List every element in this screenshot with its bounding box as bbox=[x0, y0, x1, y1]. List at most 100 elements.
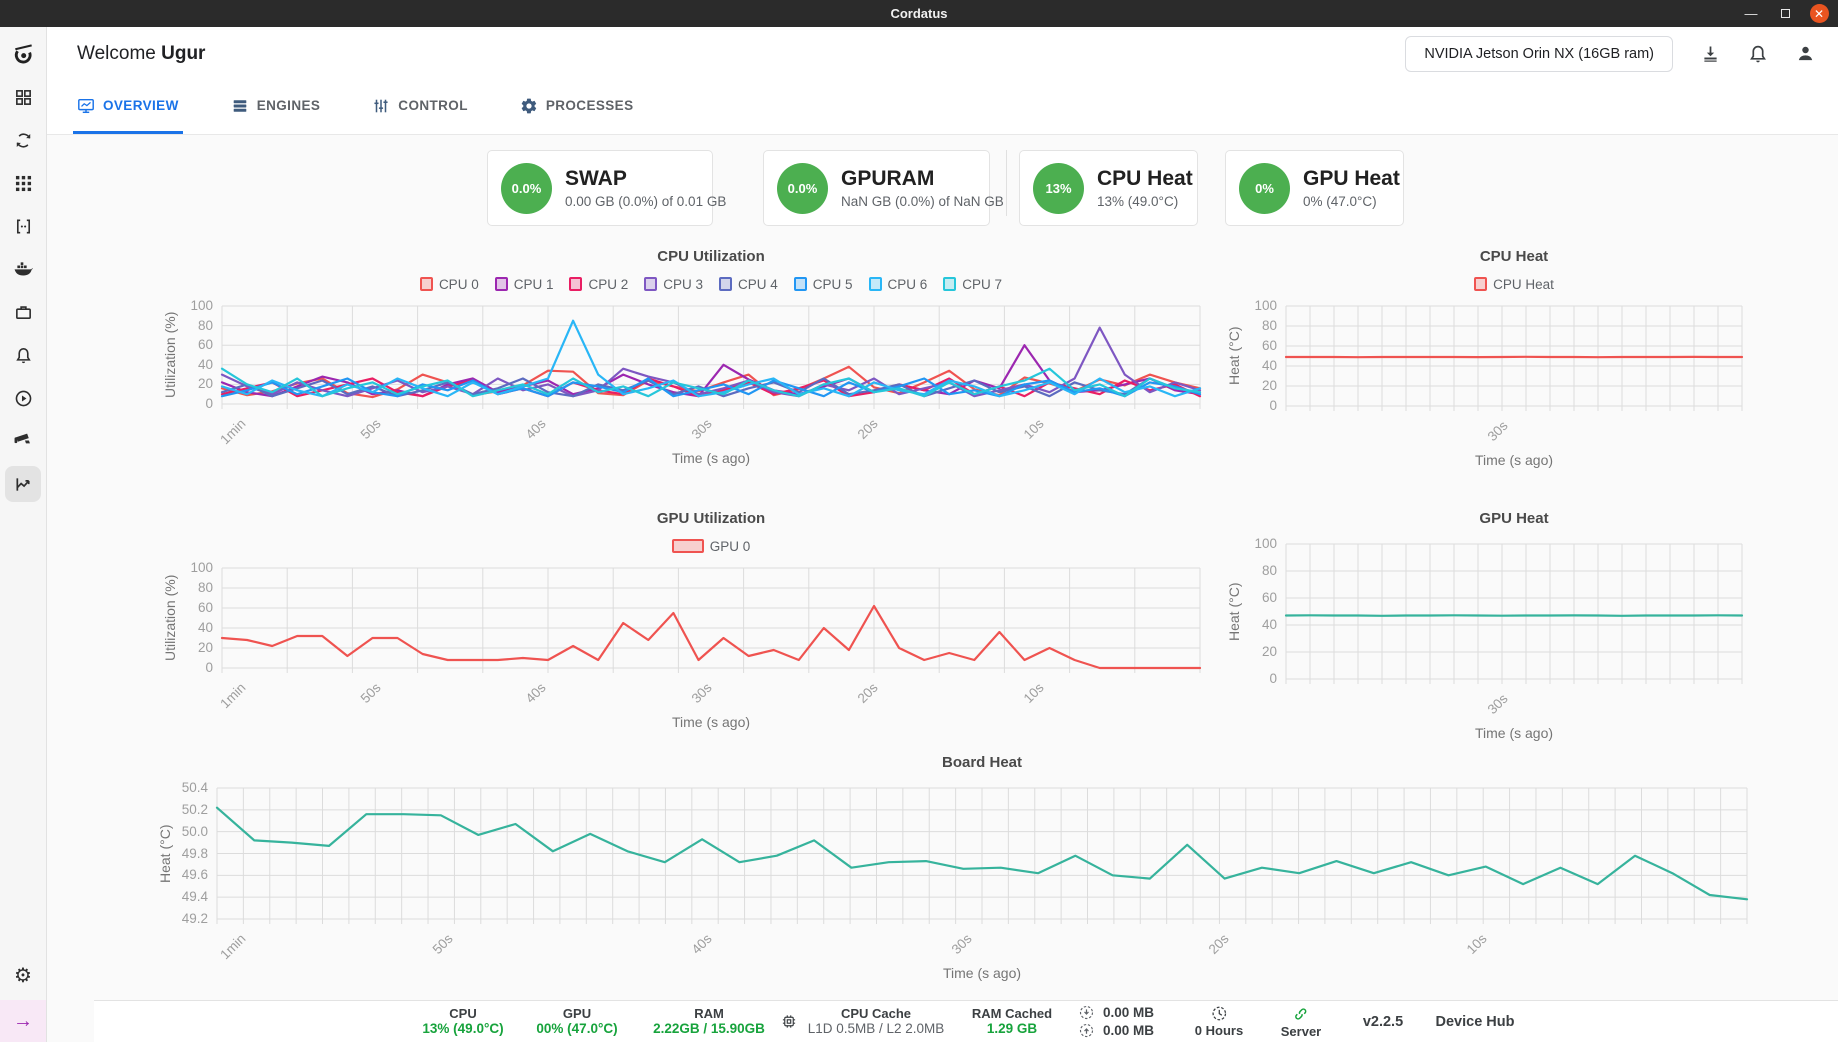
arrow-right-icon: → bbox=[13, 1009, 33, 1032]
device-selector[interactable]: NVIDIA Jetson Orin NX (16GB ram) bbox=[1405, 35, 1673, 72]
y-tick-label: 80 bbox=[197, 580, 213, 595]
sync-icon[interactable] bbox=[5, 127, 41, 153]
swap-badge: 0.0% bbox=[501, 162, 552, 214]
plot-area: 0 20 40 60 80 100 30s bbox=[1254, 536, 1744, 717]
plot-area: 0 20 40 60 80 100 1min 50s 40s 30s 20s 10s bbox=[190, 298, 1202, 447]
legend-swatch bbox=[644, 277, 658, 291]
x-tick-label: 30s bbox=[948, 931, 975, 958]
legend-label: CPU 1 bbox=[513, 276, 554, 292]
gpuram-badge: 0.0% bbox=[777, 162, 828, 214]
account-person-icon[interactable] bbox=[1795, 43, 1816, 64]
analytics-icon[interactable] bbox=[5, 466, 41, 502]
window-close-button[interactable]: ✕ bbox=[1804, 0, 1834, 27]
welcome-text: Welcome Ugur bbox=[77, 43, 205, 65]
uptime-value: 0 Hours bbox=[1194, 1023, 1244, 1038]
notifications-bell-icon[interactable] bbox=[1748, 44, 1768, 64]
jobs-briefcase-icon[interactable] bbox=[5, 299, 41, 325]
legend-label: GPU 0 bbox=[709, 538, 751, 554]
tab-processes[interactable]: PROCESSES bbox=[516, 80, 638, 134]
legend-item[interactable]: CPU 6 bbox=[868, 277, 927, 292]
status-version: v2.2.5 bbox=[1363, 1001, 1403, 1042]
cpu-heat-chart: CPU Heat CPU Heat Heat (°C) 0 20 40 60 80 100… bbox=[1224, 248, 1744, 468]
y-tick-label: 60 bbox=[1261, 590, 1277, 605]
window-minimize-button[interactable]: — bbox=[1744, 6, 1758, 21]
legend-item[interactable]: CPU Heat bbox=[1474, 277, 1554, 292]
x-tick-label: 1min bbox=[216, 680, 249, 712]
legend-item[interactable]: CPU 5 bbox=[793, 277, 853, 292]
camera-icon[interactable] bbox=[5, 428, 41, 454]
window-maximize-button[interactable] bbox=[1770, 0, 1800, 27]
x-tick-label: 30s bbox=[1484, 691, 1511, 718]
expand-arrow-button[interactable]: → bbox=[0, 1000, 46, 1042]
card-title: CPU Heat bbox=[1097, 166, 1193, 190]
dashboard-icon[interactable] bbox=[5, 84, 41, 110]
notifications-bell-icon[interactable] bbox=[5, 342, 41, 368]
y-tick-label: 50.0 bbox=[181, 823, 208, 839]
settings-gear-icon[interactable]: ⚙ bbox=[14, 964, 32, 987]
chart-title: GPU Utilization bbox=[656, 510, 766, 527]
legend-swatch bbox=[494, 277, 508, 291]
legend-item[interactable]: GPU 0 bbox=[671, 538, 751, 554]
legend-item[interactable]: CPU 1 bbox=[494, 276, 554, 292]
y-tick-label: 100 bbox=[1254, 536, 1277, 551]
y-tick-label: 40 bbox=[1261, 617, 1277, 632]
monitor-chart-icon bbox=[77, 97, 95, 115]
x-tick-label: 40s bbox=[522, 416, 549, 443]
status-label: RAM Cached bbox=[971, 1006, 1053, 1021]
y-tick-label: 0 bbox=[1269, 671, 1277, 686]
y-tick-label: 60 bbox=[1261, 338, 1277, 353]
gpu-utilization-chart: GPU Utilization GPU 0 Utilization (%) 0 2… bbox=[160, 510, 1202, 730]
apps-grid-icon[interactable] bbox=[5, 170, 41, 196]
tab-overview[interactable]: OVERVIEW bbox=[73, 80, 183, 134]
download-icon[interactable] bbox=[1700, 43, 1721, 64]
legend-label: CPU Heat bbox=[1493, 276, 1554, 292]
status-ram: RAM 2.22GB / 15.90GB bbox=[653, 1001, 765, 1042]
upload-circle-icon bbox=[1079, 1023, 1094, 1038]
status-network: 0.00 MB 0.00 MB bbox=[1079, 1001, 1154, 1042]
x-axis-label: Time (s ago) bbox=[671, 714, 751, 730]
legend-item[interactable]: CPU 7 bbox=[943, 277, 1002, 292]
main-area: Welcome Ugur NVIDIA Jetson Orin NX (16GB… bbox=[47, 27, 1838, 1042]
code-brackets-icon[interactable] bbox=[5, 213, 41, 239]
legend-item[interactable]: CPU 0 bbox=[419, 277, 479, 292]
gpu-heat-badge: 0% bbox=[1239, 162, 1290, 214]
y-tick-label: 49.6 bbox=[181, 867, 208, 883]
card-subtitle: 13% (49.0°C) bbox=[1097, 194, 1179, 210]
legend-swatch bbox=[943, 277, 957, 291]
status-value: 2.22GB / 15.90GB bbox=[653, 1021, 765, 1036]
card-title: SWAP bbox=[565, 166, 627, 190]
status-server[interactable]: Server bbox=[1281, 1001, 1321, 1042]
clock-icon bbox=[1211, 1005, 1228, 1022]
card-title: GPURAM bbox=[841, 166, 935, 190]
x-tick-label: 20s bbox=[1205, 931, 1232, 958]
stat-card-gpuram: 0.0% GPURAM NaN GB (0.0%) of NaN GB bbox=[763, 150, 1004, 226]
chart-title: CPU Heat bbox=[1479, 248, 1549, 265]
device-hub-link[interactable]: Device Hub bbox=[1436, 1001, 1515, 1042]
y-tick-label: 20 bbox=[197, 640, 213, 655]
status-value: L1D 0.5MB / L2 2.0MB bbox=[807, 1021, 945, 1036]
cpu-heat-badge: 13% bbox=[1033, 162, 1084, 214]
y-tick-label: 60 bbox=[197, 337, 213, 353]
docker-icon[interactable] bbox=[5, 256, 41, 282]
legend-item[interactable]: CPU 3 bbox=[644, 277, 703, 292]
y-tick-label: 40 bbox=[197, 356, 213, 372]
window-title: Cordatus bbox=[890, 6, 948, 21]
network-download: 0.00 MB bbox=[1079, 1005, 1154, 1020]
tab-engines[interactable]: ENGINES bbox=[227, 80, 325, 134]
version-text: v2.2.5 bbox=[1362, 1013, 1404, 1030]
window-titlebar: Cordatus — ✕ bbox=[0, 0, 1838, 27]
legend-item[interactable]: CPU 2 bbox=[569, 277, 628, 292]
card-subtitle: NaN GB (0.0%) of NaN GB bbox=[841, 194, 1004, 210]
tab-control[interactable]: CONTROL bbox=[368, 80, 472, 134]
status-value: 1.29 GB bbox=[986, 1021, 1038, 1036]
y-tick-label: 49.8 bbox=[181, 845, 208, 861]
x-tick-label: 40s bbox=[522, 680, 549, 707]
media-play-icon[interactable] bbox=[5, 385, 41, 411]
cordatus-logo-icon[interactable] bbox=[5, 41, 41, 67]
x-tick-label: 30s bbox=[688, 416, 715, 443]
status-label: CPU bbox=[449, 1006, 477, 1021]
legend-item[interactable]: CPU 4 bbox=[719, 277, 778, 292]
legend-label: CPU 7 bbox=[962, 276, 1003, 292]
statusbar: CPU 13% (49.0°C) GPU 00% (47.0°C) RAM 2.… bbox=[94, 1000, 1838, 1042]
server-label: Server bbox=[1280, 1023, 1322, 1039]
